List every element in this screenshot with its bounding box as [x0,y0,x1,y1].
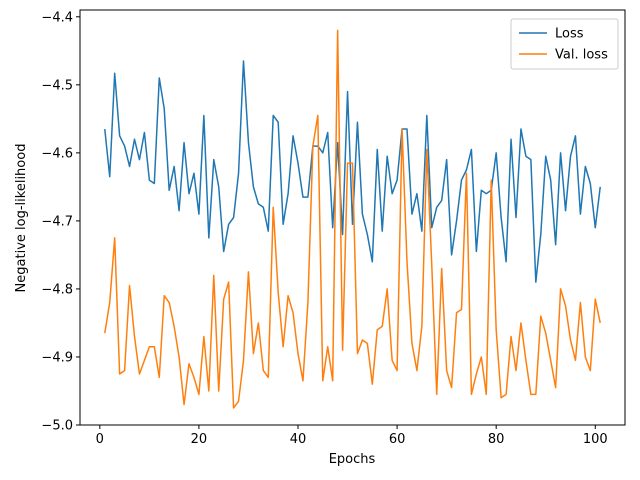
x-tick-label: 100 [583,432,608,447]
legend: Loss Val. loss [510,18,619,70]
y-tick-label: −4.5 [41,78,73,93]
y-tick-label: −4.4 [41,10,73,25]
y-tick-label: −4.7 [41,214,73,229]
legend-box [510,18,619,70]
series-line-loss [104,60,601,283]
y-tick-label: −4.9 [41,350,73,365]
x-tick-label: 0 [96,432,104,447]
legend-label: Loss [555,27,584,42]
axes-frame [79,9,626,426]
y-axis-label: Negative log-likelihood [14,144,29,293]
x-tick-label: 60 [389,432,406,447]
y-tick-label: −5.0 [41,419,73,434]
x-tick-label: 40 [290,432,307,447]
plot-area [104,29,601,409]
x-axis-label: Epochs [329,452,376,467]
y-tick-label: −4.6 [41,146,73,161]
y-tick-label: −4.8 [41,282,73,297]
legend-label: Val. loss [555,48,608,63]
x-axis: 0 20 40 60 80 100 [96,425,608,447]
x-tick-label: 20 [191,432,208,447]
x-tick-label: 80 [488,432,505,447]
y-axis: −5.0 −4.9 −4.8 −4.7 −4.6 −4.5 −4.4 [41,10,80,434]
series-line-val-loss [104,29,601,409]
